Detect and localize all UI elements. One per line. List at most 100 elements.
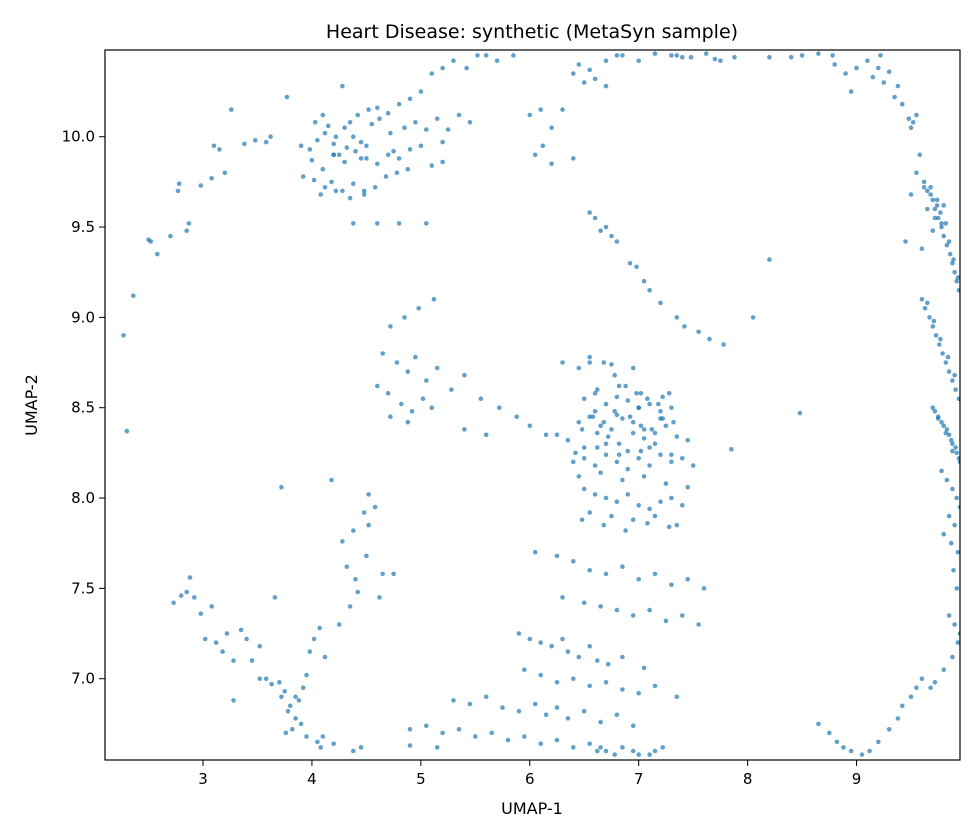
data-point bbox=[603, 495, 609, 501]
data-point bbox=[298, 143, 304, 149]
data-point bbox=[383, 174, 389, 179]
data-point bbox=[949, 437, 954, 443]
data-point bbox=[336, 622, 342, 627]
data-point bbox=[269, 681, 274, 687]
data-point bbox=[532, 152, 538, 158]
y-tick-label: 7.0 bbox=[71, 670, 95, 688]
data-point bbox=[886, 69, 892, 74]
data-point bbox=[592, 492, 598, 497]
data-point bbox=[630, 748, 636, 754]
data-point bbox=[598, 423, 603, 429]
data-point bbox=[231, 698, 236, 703]
data-point bbox=[932, 680, 938, 685]
data-point bbox=[318, 192, 324, 197]
data-point bbox=[364, 553, 369, 559]
data-point bbox=[322, 185, 328, 190]
data-point bbox=[405, 419, 411, 425]
data-point bbox=[598, 604, 603, 609]
data-point bbox=[396, 101, 402, 107]
data-point bbox=[645, 396, 650, 402]
data-point bbox=[581, 486, 587, 492]
data-point bbox=[451, 698, 456, 703]
data-point bbox=[505, 737, 511, 743]
data-point bbox=[340, 83, 345, 89]
data-point bbox=[630, 723, 636, 728]
data-point bbox=[424, 221, 429, 226]
data-point bbox=[478, 396, 484, 402]
data-point bbox=[413, 120, 418, 125]
data-point bbox=[956, 396, 960, 401]
data-point bbox=[284, 94, 290, 100]
data-point bbox=[320, 166, 326, 172]
data-point bbox=[168, 233, 173, 239]
data-point bbox=[625, 398, 631, 403]
data-point bbox=[658, 452, 663, 458]
data-point bbox=[671, 419, 676, 425]
data-point bbox=[581, 600, 587, 606]
data-point bbox=[595, 387, 600, 392]
plot-frame bbox=[104, 49, 961, 761]
data-point bbox=[283, 730, 289, 736]
data-point bbox=[565, 437, 571, 443]
data-point bbox=[614, 412, 620, 418]
data-point bbox=[941, 531, 946, 537]
data-point bbox=[645, 521, 650, 526]
data-point bbox=[351, 528, 356, 533]
data-point bbox=[945, 354, 951, 360]
data-point bbox=[886, 727, 892, 732]
data-point bbox=[682, 324, 687, 329]
data-point bbox=[914, 685, 919, 690]
data-point bbox=[669, 405, 674, 411]
data-point bbox=[939, 221, 944, 226]
data-point bbox=[424, 127, 429, 132]
data-point bbox=[257, 676, 263, 681]
data-point bbox=[571, 676, 576, 681]
data-point bbox=[620, 745, 625, 750]
data-point bbox=[895, 83, 901, 89]
data-point bbox=[623, 383, 628, 389]
data-point bbox=[224, 631, 230, 636]
data-point bbox=[279, 694, 284, 700]
data-point bbox=[587, 741, 592, 746]
data-point bbox=[595, 445, 600, 450]
data-point bbox=[483, 432, 489, 438]
data-point bbox=[928, 185, 933, 190]
data-point bbox=[848, 89, 854, 94]
data-point bbox=[405, 369, 411, 374]
data-point bbox=[656, 401, 661, 407]
data-point bbox=[571, 156, 576, 161]
data-point bbox=[124, 428, 130, 434]
data-point bbox=[451, 58, 456, 64]
data-point bbox=[638, 391, 644, 396]
data-point bbox=[209, 176, 214, 181]
data-point bbox=[592, 215, 598, 221]
data-point bbox=[641, 436, 647, 441]
data-point bbox=[938, 336, 943, 342]
data-point bbox=[603, 452, 609, 458]
data-point bbox=[674, 315, 680, 320]
data-point bbox=[652, 748, 658, 754]
data-point bbox=[424, 723, 429, 728]
data-point bbox=[186, 221, 192, 226]
data-point bbox=[843, 71, 848, 76]
data-point bbox=[175, 188, 181, 194]
data-point bbox=[658, 416, 663, 421]
data-point bbox=[320, 112, 326, 118]
data-point bbox=[660, 394, 665, 400]
data-point bbox=[827, 730, 832, 736]
data-point bbox=[943, 430, 949, 436]
data-point bbox=[917, 152, 922, 158]
data-point bbox=[576, 654, 582, 660]
data-point bbox=[674, 53, 680, 58]
data-point bbox=[941, 667, 946, 672]
plot-area bbox=[105, 50, 960, 760]
data-point bbox=[921, 185, 927, 190]
data-point bbox=[876, 65, 881, 71]
data-point bbox=[391, 148, 396, 154]
x-tick-label: 9 bbox=[852, 770, 862, 788]
data-point bbox=[418, 89, 424, 94]
data-point bbox=[244, 636, 249, 642]
data-point bbox=[674, 434, 680, 439]
data-point bbox=[202, 636, 208, 642]
data-point bbox=[538, 741, 543, 746]
